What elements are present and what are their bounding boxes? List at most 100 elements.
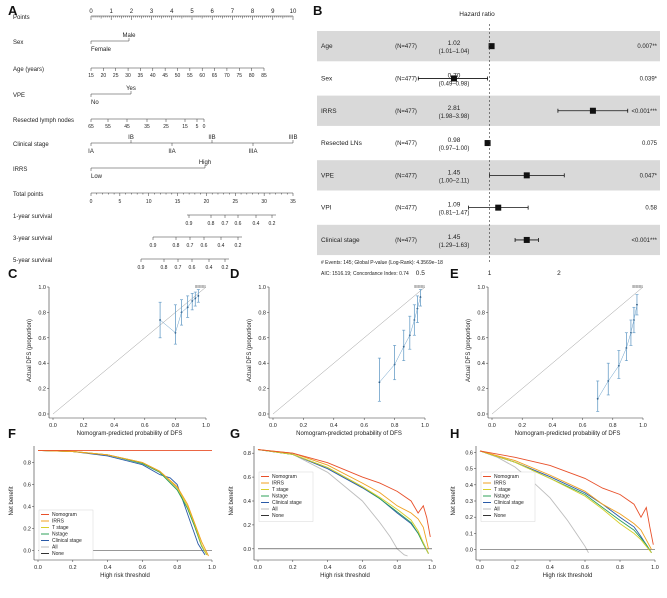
x-tick-label: 0.6 [139, 565, 147, 571]
forest-hr-square [589, 107, 596, 114]
x-tick-label: 1.0 [202, 423, 210, 429]
dca-line-all [479, 450, 589, 554]
x-tick-label: 0.0 [269, 423, 277, 429]
ln-tick-label: 25 [163, 124, 169, 130]
x-axis-label: High risk threshold [543, 573, 593, 579]
x-tick-label: 0.4 [549, 423, 557, 429]
points-tick-label: 10 [290, 9, 297, 15]
x-tick-label: 0.4 [324, 565, 332, 571]
y-tick-label: 0.6 [243, 475, 251, 481]
forest-pvalue: <0.001*** [631, 238, 657, 244]
panel-label-d: D [230, 266, 239, 281]
legend-entry: Clinical stage [494, 500, 524, 506]
total-tick-label: 0 [90, 199, 93, 205]
points-tick-label: 8 [251, 9, 255, 15]
forest-ci: (1.29–1.63) [439, 243, 470, 249]
total-tick-label: 15 [175, 199, 181, 205]
forest-variable: Clinical stage [321, 237, 360, 244]
forest-ci: (0.81–1.47) [439, 211, 470, 217]
ln-tick-label: 65 [88, 124, 94, 130]
legend-box [258, 471, 314, 522]
x-tick-label: 1.0 [639, 423, 647, 429]
stage-upper-label: IIB [208, 135, 215, 141]
points-tick-label: 6 [211, 9, 215, 15]
legend-entry: IRRS [52, 519, 65, 525]
forest-variable: Resected LNs [321, 140, 363, 147]
x-tick-label: 0.6 [141, 423, 149, 429]
y-tick-label: 0.2 [243, 523, 251, 529]
x-tick-label: 0.8 [391, 423, 399, 429]
forest-hr-square [495, 204, 502, 211]
total-tick-label: 5 [118, 199, 121, 205]
nomogram-row-label: 3-year survival [13, 236, 52, 242]
upper-level-label: Yes [126, 86, 136, 92]
y-tick-label: 0.8 [258, 310, 266, 316]
age-tick-label: 40 [150, 73, 156, 79]
x-tick-label: 1.0 [428, 565, 436, 571]
dca-line-nomogram [257, 449, 431, 537]
y-tick-label: 0.8 [38, 310, 46, 316]
decision-curve-g: 0.0 0.2 0.4 0.6 0.8 1.0 0.0 0.2 0.4 0.6 0.8 High ri… [229, 446, 436, 579]
forest-n: (N=477) [395, 141, 417, 147]
age-tick-label: 55 [187, 73, 193, 79]
y-axis-label: Actual DFS (proportion) [27, 319, 33, 382]
survival-tick-label: 0.9 [186, 221, 193, 227]
legend-entry: IRRS [494, 481, 507, 487]
ideal-diagonal [272, 286, 426, 415]
survival-tick-label: 0.6 [189, 265, 196, 271]
nomogram-row-label: VPE [13, 93, 25, 99]
y-tick-label: 0.5 [465, 467, 473, 473]
nomogram-row-label: Points [13, 15, 30, 21]
survival-tick-label: 0.4 [218, 243, 225, 249]
legend-entry: Nstage [52, 532, 68, 538]
calibration-plot-e: 0.0 0.2 0.4 0.6 0.8 1.0 0.0 0.2 0.4 0.6 0.8 1.0 Nomo… [466, 285, 647, 437]
forest-footnote: # Events: 145; Global P-value (Log-Rank)… [321, 260, 443, 266]
lower-level-label: Low [91, 174, 103, 180]
x-tick-label: 0.8 [173, 565, 181, 571]
ln-tick-label: 5 [196, 124, 199, 130]
y-tick-label: 0.6 [38, 336, 46, 342]
x-tick-label: 0.2 [80, 423, 88, 429]
forest-row-band [317, 224, 660, 256]
x-tick-label: 0.2 [518, 423, 526, 429]
survival-tick-label: 0.8 [173, 243, 180, 249]
legend-entry: Nstage [272, 494, 288, 500]
x-tick-label: 0.0 [34, 565, 42, 571]
forest-hr: 1.02 [448, 40, 461, 47]
nomogram-row-label: Total points [13, 192, 43, 198]
legend-entry: All [52, 545, 58, 551]
forest-n: (N=477) [395, 76, 417, 82]
nomogram-row-label: IRRS [13, 167, 27, 173]
lower-level-label: No [91, 100, 99, 106]
y-tick-label: 0.8 [243, 451, 251, 457]
forest-n: (N=477) [395, 238, 417, 244]
forest-ci: (0.49–0.98) [439, 81, 470, 87]
ln-tick-label: 55 [105, 124, 111, 130]
panel-label-h: H [450, 426, 459, 441]
survival-tick-label: 0.7 [187, 243, 194, 249]
forest-n: (N=477) [395, 173, 417, 179]
forest-footnote: AIC: 1516.19; Concordance Index: 0.74 [321, 271, 409, 277]
y-tick-label: 0.0 [243, 547, 251, 553]
x-tick-label: 0.6 [581, 565, 589, 571]
points-tick-label: 1 [110, 9, 114, 15]
y-tick-label: 1.0 [477, 285, 485, 291]
forest-ci: (0.97–1.00) [439, 146, 470, 152]
points-tick-label: 3 [150, 9, 154, 15]
calibration-line [159, 295, 199, 334]
age-tick-label: 75 [237, 73, 243, 79]
forest-ci: (1.00–2.11) [439, 178, 469, 184]
legend-entry: IRRS [272, 481, 285, 487]
survival-tick-label: 0.6 [235, 221, 242, 227]
forest-pvalue: <0.001*** [631, 109, 657, 115]
upper-level-label: Male [122, 33, 136, 39]
panel-label-e: E [450, 266, 459, 281]
forest-x-tick: 0.5 [416, 270, 425, 277]
points-tick-label: 4 [170, 9, 174, 15]
points-tick-label: 7 [231, 9, 235, 15]
x-tick-label: 0.0 [488, 423, 496, 429]
points-tick-label: 2 [130, 9, 134, 15]
stage-upper-label: IIIB [288, 135, 297, 141]
forest-pvalue: 0.58 [645, 206, 657, 212]
dca-line-t-stage [257, 449, 429, 554]
